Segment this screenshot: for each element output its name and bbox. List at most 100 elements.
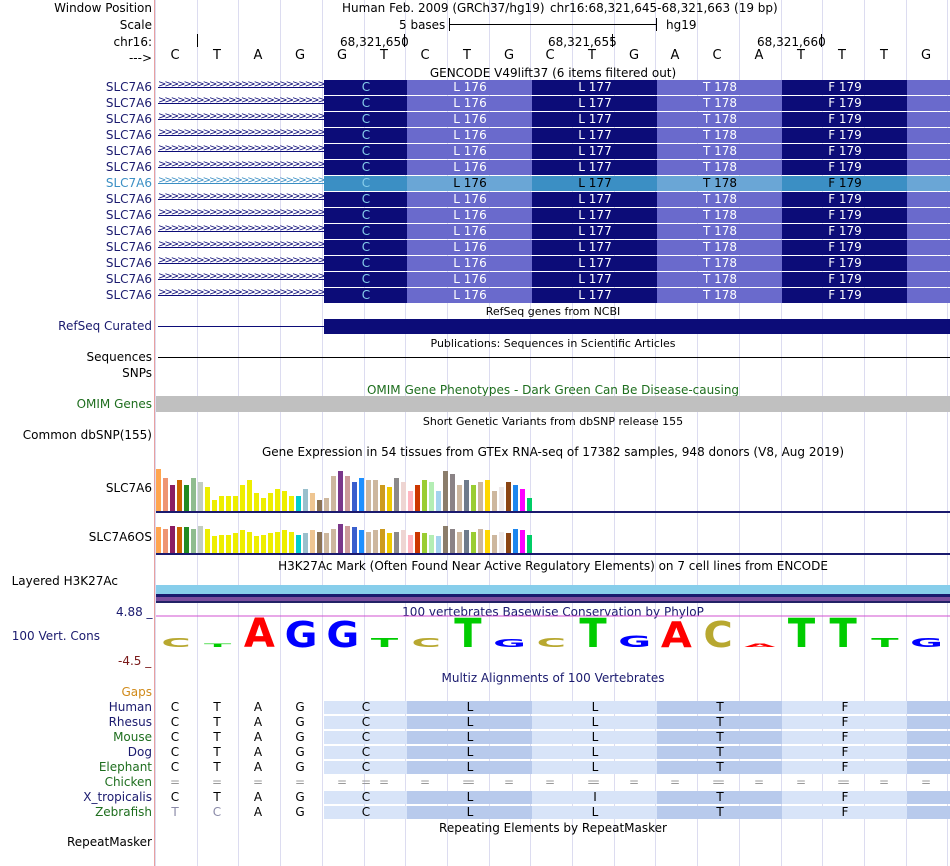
conservation-base[interactable]: G — [618, 633, 651, 651]
base-letter[interactable]: G — [920, 48, 932, 63]
gtex-bar[interactable] — [170, 526, 175, 553]
refseq-label[interactable]: RefSeq Curated — [58, 319, 152, 333]
gtex-bar[interactable] — [261, 498, 266, 511]
gtex-bar[interactable] — [359, 478, 364, 511]
gencode-exon-block[interactable] — [324, 240, 407, 255]
base-letter[interactable]: C — [420, 48, 430, 63]
gencode-row-label[interactable]: SLC7A6 — [105, 192, 152, 206]
gtex-bar[interactable] — [156, 469, 161, 511]
gtex-bar[interactable] — [303, 489, 308, 511]
gencode-exon-block[interactable] — [657, 160, 782, 175]
conservation-base[interactable]: T — [454, 614, 482, 657]
gencode-row-label[interactable]: SLC7A6 — [105, 96, 152, 110]
conservation-base[interactable]: A — [744, 643, 775, 648]
gtex-bar[interactable] — [380, 529, 385, 553]
base-letter[interactable]: G — [336, 48, 348, 63]
gtex-bar[interactable] — [471, 485, 476, 511]
gtex-bar[interactable] — [233, 496, 238, 511]
h3k27ac-title[interactable]: H3K27Ac Mark (Often Found Near Active Re… — [278, 559, 828, 573]
gtex-bar[interactable] — [296, 535, 301, 553]
gtex-bar[interactable] — [324, 533, 329, 553]
gtex-bar[interactable] — [443, 526, 448, 553]
gtex-bar[interactable] — [436, 536, 441, 553]
gtex-bar[interactable] — [163, 529, 168, 553]
base-letter[interactable]: T — [797, 48, 805, 63]
gtex-bar[interactable] — [464, 530, 469, 553]
gencode-exon-block[interactable] — [324, 192, 407, 207]
gtex-bar[interactable] — [240, 530, 245, 553]
gencode-exon-block[interactable] — [324, 224, 407, 239]
gtex-bar[interactable] — [492, 491, 497, 511]
gencode-row-label[interactable]: SLC7A6 — [105, 208, 152, 222]
gencode-exon-block[interactable] — [324, 288, 407, 303]
gtex-title[interactable]: Gene Expression in 54 tissues from GTEx … — [261, 445, 845, 459]
gencode-exon-block[interactable] — [532, 224, 657, 239]
gencode-exon-block[interactable] — [782, 112, 907, 127]
gtex-bar[interactable] — [485, 530, 490, 553]
species-label[interactable]: Dog — [127, 745, 152, 759]
gencode-exon-block[interactable] — [407, 96, 532, 111]
gencode-exon-block[interactable] — [782, 160, 907, 175]
gencode-exon-block[interactable] — [407, 128, 532, 143]
gencode-exon-block[interactable] — [907, 224, 950, 239]
gtex-bar[interactable] — [163, 478, 168, 511]
gencode-exon-block[interactable] — [532, 80, 657, 95]
gtex-bar[interactable] — [394, 532, 399, 553]
gtex-bar[interactable] — [387, 533, 392, 553]
gencode-exon-block[interactable] — [907, 128, 950, 143]
gtex-bar[interactable] — [380, 485, 385, 511]
gtex-bar[interactable] — [282, 491, 287, 511]
gencode-exon-block[interactable] — [657, 256, 782, 271]
gtex-bar[interactable] — [499, 532, 504, 553]
gtex-bar[interactable] — [310, 530, 315, 553]
gtex-bar[interactable] — [198, 482, 203, 511]
base-letter[interactable]: T — [463, 48, 471, 63]
gencode-exon-block[interactable] — [407, 192, 532, 207]
gtex-bar[interactable] — [254, 536, 259, 553]
gtex-bar[interactable] — [457, 485, 462, 511]
gencode-exon-block[interactable] — [324, 144, 407, 159]
gencode-exon-block[interactable] — [407, 288, 532, 303]
gtex-bar[interactable] — [331, 476, 336, 511]
gtex-bar[interactable] — [191, 529, 196, 553]
gencode-exon-block[interactable] — [657, 224, 782, 239]
gencode-exon-block[interactable] — [407, 176, 532, 191]
gencode-exon-block[interactable] — [657, 96, 782, 111]
gtex-bar[interactable] — [352, 527, 357, 553]
gencode-exon-block[interactable] — [782, 128, 907, 143]
gtex-bar[interactable] — [506, 482, 511, 511]
refseq-title[interactable]: RefSeq genes from NCBI — [485, 305, 621, 318]
region-text[interactable]: chr16:68,321,645-68,321,663 (19 bp) — [550, 1, 778, 15]
gencode-row-label[interactable]: SLC7A6 — [105, 144, 152, 158]
gencode-row-label[interactable]: SLC7A6 — [105, 128, 152, 142]
gtex-bar[interactable] — [345, 526, 350, 553]
gencode-exon-block[interactable] — [324, 128, 407, 143]
gtex-bar[interactable] — [436, 491, 441, 511]
gtex-bar[interactable] — [366, 480, 371, 511]
gencode-row-label[interactable]: SLC7A6 — [105, 160, 152, 174]
gtex-bar[interactable] — [520, 489, 525, 511]
conservation-base[interactable]: A — [244, 614, 275, 657]
gtex-bar[interactable] — [366, 532, 371, 553]
gencode-exon-block[interactable] — [324, 160, 407, 175]
gencode-exon-block[interactable] — [782, 256, 907, 271]
gtex-bar[interactable] — [170, 485, 175, 511]
gtex-bar[interactable] — [205, 529, 210, 553]
gtex-bar[interactable] — [177, 480, 182, 511]
gencode-exon-block[interactable] — [532, 256, 657, 271]
gencode-exon-block[interactable] — [532, 272, 657, 287]
conservation-base[interactable]: G — [285, 614, 318, 656]
gencode-exon-block[interactable] — [407, 224, 532, 239]
gencode-exon-block[interactable] — [407, 144, 532, 159]
gtex-bar[interactable] — [492, 535, 497, 553]
species-label[interactable]: Human — [108, 700, 152, 714]
gtex-bar[interactable] — [268, 533, 273, 553]
gencode-row-label[interactable]: SLC7A6 — [105, 80, 152, 94]
gencode-exon-block[interactable] — [324, 208, 407, 223]
gtex-bar[interactable] — [506, 533, 511, 553]
base-letter[interactable]: G — [628, 48, 640, 63]
gtex-bar[interactable] — [254, 493, 259, 511]
gtex-bar[interactable] — [359, 530, 364, 553]
omim-label[interactable]: OMIM Genes — [76, 397, 152, 411]
